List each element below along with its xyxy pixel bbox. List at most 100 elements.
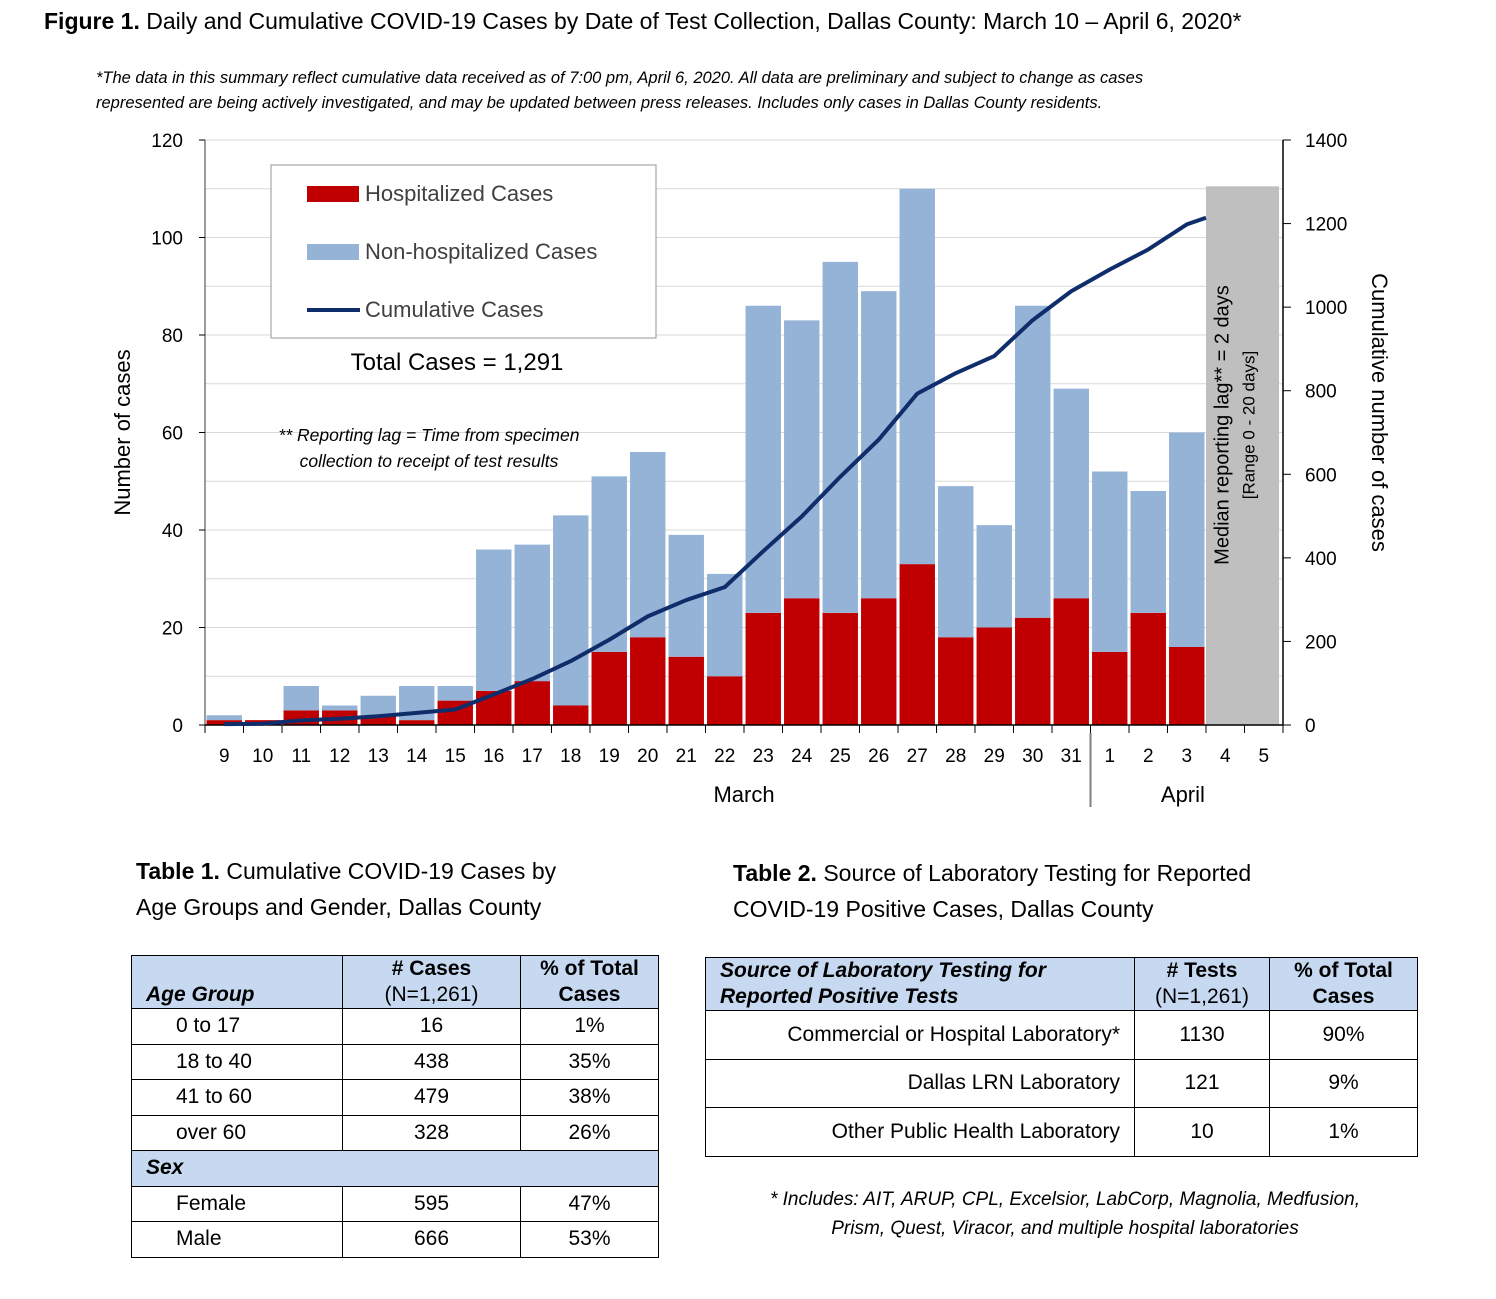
legend-swatch-non-hospitalized (307, 244, 359, 260)
table-row: Dallas LRN Laboratory 121 9% (705, 1058, 1418, 1108)
x-group-label-march: March (713, 782, 774, 807)
x-tick-label: 26 (868, 746, 889, 767)
x-tick-label: 27 (907, 746, 928, 767)
source-cell: Other Public Health Laboratory (705, 1107, 1135, 1157)
bar-non-hospitalized (745, 305, 781, 613)
bar-hospitalized (1053, 598, 1089, 725)
bar-non-hospitalized (1130, 491, 1166, 613)
x-tick-label: 5 (1258, 746, 1269, 767)
x-tick-label: 22 (714, 746, 735, 767)
reporting-lag-range: [Range 0 - 20 days] (1240, 351, 1259, 499)
col-source-l1: Source of Laboratory Testing for (720, 959, 1046, 982)
bar-non-hospitalized (1169, 432, 1205, 647)
pct-cell: 47% (520, 1185, 659, 1222)
bar-hospitalized (861, 598, 897, 725)
bar-non-hospitalized (899, 188, 935, 565)
y-right-tick-label: 0 (1305, 716, 1316, 737)
reporting-lag-shading (1206, 186, 1279, 725)
legend-label-non-hospitalized: Non-hospitalized Cases (365, 239, 597, 264)
bar-non-hospitalized (553, 515, 589, 706)
x-tick-label: 18 (560, 746, 581, 767)
bar-hospitalized (514, 681, 550, 725)
bar-hospitalized (630, 637, 666, 725)
bar-non-hospitalized (514, 544, 550, 682)
pct-cell: 38% (520, 1079, 659, 1116)
bar-non-hospitalized (822, 261, 858, 613)
x-group-label-april: April (1161, 782, 1205, 807)
col-tests: # Tests (N=1,261) (1134, 957, 1270, 1011)
col-tests-l2: (N=1,261) (1155, 985, 1249, 1008)
bar-hospitalized (591, 651, 627, 725)
bar-non-hospitalized (437, 686, 473, 701)
x-tick-label: 9 (219, 746, 230, 767)
y-right-tick-label: 1200 (1305, 215, 1347, 236)
pct-cell: 35% (520, 1043, 659, 1080)
bar-hospitalized (1169, 647, 1205, 725)
bar-hospitalized (553, 705, 589, 725)
age-gender-table-body: 0 to 17 16 1% 18 to 40 438 35% 41 to 60 479 38% o… (131, 1008, 659, 1258)
covid-cases-chart: 0204060801001200200400600800100012001400… (110, 131, 1392, 807)
cumulative-cases-line (224, 215, 1207, 727)
col-cases: # Cases (N=1,261) (342, 955, 521, 1009)
y-right-tick-label: 1400 (1305, 131, 1347, 152)
table1-caption: Table 1. Cumulative COVID-19 Cases by Ag… (136, 853, 556, 925)
bar-non-hospitalized (1053, 388, 1089, 599)
x-tick-label: 29 (984, 746, 1005, 767)
table1-caption-label: Table 1. (136, 858, 220, 884)
bar-hospitalized (784, 598, 820, 725)
source-cell: Commercial or Hospital Laboratory* (705, 1010, 1135, 1060)
x-tick-label: 19 (599, 746, 620, 767)
bar-non-hospitalized (938, 486, 974, 638)
x-tick-label: 31 (1061, 746, 1082, 767)
pct-cell: 9% (1269, 1058, 1418, 1108)
col-pct2-l2: Cases (1312, 985, 1375, 1008)
table-row: Commercial or Hospital Laboratory* 1130 90… (705, 1010, 1418, 1060)
section-row: Sex (131, 1150, 659, 1187)
x-tick-label: 11 (291, 746, 311, 767)
table-row: Female 595 47% (131, 1185, 659, 1222)
pct-cell: 90% (1269, 1010, 1418, 1060)
y-left-tick-label: 60 (162, 424, 183, 445)
y-right-tick-label: 800 (1305, 382, 1337, 403)
bar-non-hospitalized (1015, 305, 1051, 618)
legend-label-cumulative: Cumulative Cases (365, 297, 544, 322)
table2-caption-label: Table 2. (733, 860, 817, 886)
col-source: Source of Laboratory Testing for Reported… (705, 957, 1135, 1011)
lab-source-table: Source of Laboratory Testing for Reported… (705, 957, 1418, 1157)
pct-cell: 1% (520, 1008, 659, 1045)
y-right-tick-label: 400 (1305, 549, 1337, 570)
legend-label-hospitalized: Hospitalized Cases (365, 181, 553, 206)
x-tick-label: 30 (1022, 746, 1043, 767)
x-tick-label: 24 (791, 746, 813, 767)
lab-footnote-line-2: Prism, Quest, Viracor, and multiple hosp… (831, 1218, 1299, 1239)
x-tick-label: 17 (522, 746, 543, 767)
x-tick-label: 15 (445, 746, 466, 767)
bar-hospitalized (976, 627, 1012, 725)
lab-source-table-body: Commercial or Hospital Laboratory* 1130 90… (705, 1010, 1418, 1157)
source-cell: Dallas LRN Laboratory (705, 1058, 1135, 1108)
table-row: 0 to 17 16 1% (131, 1008, 659, 1045)
bar-non-hospitalized (283, 686, 319, 711)
y-left-tick-label: 120 (151, 131, 183, 152)
col-pct-l2: Cases (558, 983, 621, 1006)
sex-cell: Male (131, 1221, 343, 1258)
sex-section-label: Sex (131, 1150, 659, 1187)
bar-hospitalized (899, 564, 935, 725)
table1-caption-text: Cumulative COVID-19 Cases by (219, 858, 557, 884)
col-tests-l1: # Tests (1166, 959, 1238, 982)
tests-cell: 1130 (1134, 1010, 1270, 1060)
x-tick-label: 1 (1104, 746, 1115, 767)
sex-cell: Female (131, 1185, 343, 1222)
y-right-axis-title: Cumulative number of cases (1367, 273, 1392, 552)
figure-title: Figure 1. Daily and Cumulative COVID-19 … (44, 8, 1241, 35)
bar-non-hospitalized (476, 549, 512, 691)
y-right-tick-label: 200 (1305, 632, 1337, 653)
y-left-tick-label: 40 (162, 521, 183, 542)
cases-cell: 595 (342, 1185, 521, 1222)
bar-non-hospitalized (630, 452, 666, 638)
y-left-tick-label: 0 (172, 716, 183, 737)
x-tick-label: 10 (252, 746, 273, 767)
x-tick-label: 4 (1220, 746, 1231, 767)
table2-caption: Table 2. Source of Laboratory Testing fo… (733, 855, 1251, 927)
tests-cell: 121 (1134, 1058, 1270, 1108)
